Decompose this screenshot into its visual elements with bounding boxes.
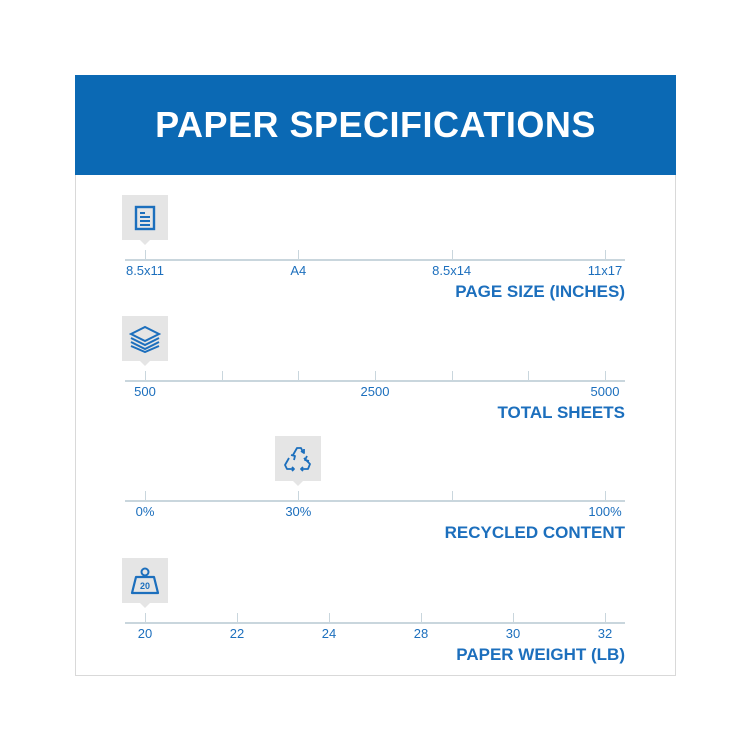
spec-title: PAPER WEIGHT (LB) [456,645,625,664]
tick-label: 0% [135,504,155,519]
axis-tick [298,491,299,501]
tick-label: 5000 [590,384,620,399]
axis-tick [145,613,146,623]
tick-label: 100% [588,504,622,519]
selected-value-marker [122,316,168,366]
axis-tick [528,371,529,381]
tick-label: 22 [229,626,245,641]
recycle-icon [282,444,314,474]
tick-label: 11x17 [587,263,623,278]
axis-tick [421,613,422,623]
document-icon [134,205,156,231]
axis-tick [145,250,146,260]
selected-value-marker [275,436,322,486]
axis-line [125,622,625,624]
axis-tick [452,491,453,501]
paper-stack-icon [129,325,161,353]
header-banner: PAPER SPECIFICATIONS [75,75,676,175]
axis-line [125,380,625,382]
axis-tick [375,371,376,381]
axis-tick [452,250,453,260]
axis-tick [145,491,146,501]
tick-label: 20 [137,626,153,641]
tick-label: A4 [290,263,307,278]
tick-label: 2500 [360,384,390,399]
axis-tick [298,371,299,381]
axis-tick [605,613,606,623]
spec-title: RECYCLED CONTENT [444,523,625,542]
tick-label: 24 [321,626,337,641]
tick-label: 30 [505,626,521,641]
tick-label: 500 [134,384,156,399]
svg-text:20: 20 [140,581,150,591]
selected-value-marker: 20 [122,558,168,608]
axis-line [125,500,625,502]
spec-title: PAGE SIZE (INCHES) [455,282,625,301]
axis-tick [237,613,238,623]
spec-title: TOTAL SHEETS [497,403,625,422]
tick-label: 8.5x11 [125,263,165,278]
axis-tick [605,491,606,501]
tick-label: 28 [413,626,429,641]
tick-label: 30% [285,504,312,519]
tick-label: 8.5x14 [432,263,472,278]
page-title: PAPER SPECIFICATIONS [155,104,596,145]
selected-value-marker [122,195,168,245]
weight-icon: 20 [130,567,160,595]
axis-tick [145,371,146,381]
axis-tick [452,371,453,381]
axis-tick [298,250,299,260]
axis-tick [222,371,223,381]
axis-tick [513,613,514,623]
axis-tick [329,613,330,623]
axis-tick [605,371,606,381]
axis-line [125,259,625,261]
tick-label: 32 [597,626,613,641]
axis-tick [605,250,606,260]
